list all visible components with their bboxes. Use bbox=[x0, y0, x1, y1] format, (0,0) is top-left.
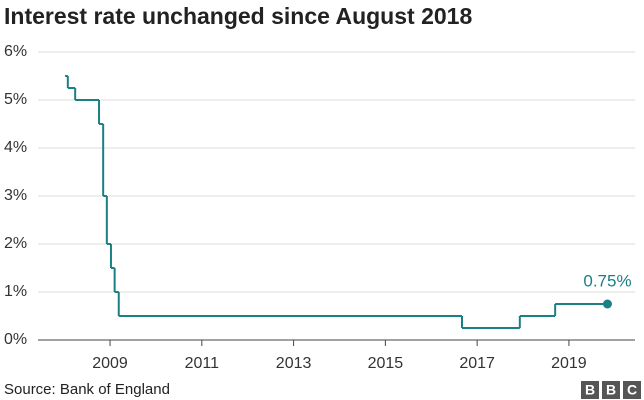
logo-letter: C bbox=[627, 382, 637, 398]
chart-title: Interest rate unchanged since August 201… bbox=[4, 3, 472, 29]
y-tick-label: 1% bbox=[4, 283, 27, 300]
logo-box bbox=[581, 381, 599, 399]
x-tick-label: 2011 bbox=[185, 355, 220, 372]
y-tick-label: 0% bbox=[4, 331, 27, 348]
x-tick-label: 2019 bbox=[551, 355, 587, 372]
x-tick-label: 2017 bbox=[459, 355, 495, 372]
y-tick-label: 2% bbox=[4, 235, 27, 252]
logo-box bbox=[602, 381, 620, 399]
y-tick-label: 3% bbox=[4, 187, 27, 204]
end-point bbox=[602, 299, 612, 309]
source: Source: Bank of England bbox=[4, 381, 170, 398]
y-tick-label: 6% bbox=[4, 43, 27, 60]
y-tick-label: 5% bbox=[4, 91, 27, 108]
x-tick-label: 2013 bbox=[276, 355, 312, 372]
annotation: 0.75% bbox=[583, 271, 631, 290]
x-tick-label: 2015 bbox=[368, 355, 404, 372]
logo-letter: B bbox=[585, 382, 595, 398]
y-tick-label: 4% bbox=[4, 139, 27, 156]
x-tick-label: 2009 bbox=[92, 355, 128, 372]
logo-box bbox=[623, 381, 641, 399]
logo-letter: B bbox=[606, 382, 616, 398]
